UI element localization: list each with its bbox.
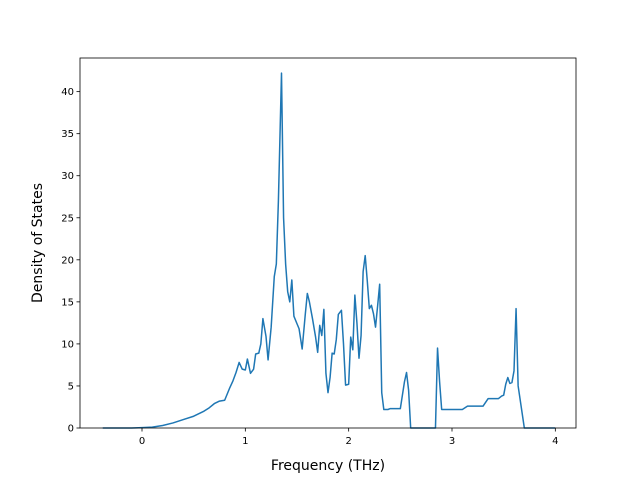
plot-area-frame	[79, 57, 577, 429]
x-tick-label: 4	[552, 436, 558, 447]
y-tick-label: 5	[68, 381, 74, 392]
y-axis-label: Density of States	[30, 183, 46, 303]
y-tick-label: 30	[61, 171, 74, 182]
x-axis-ticks: 0 1 2 3 4	[139, 428, 559, 447]
x-tick-label: 1	[242, 436, 248, 447]
y-axis-ticks: 0 5 10 15 20 25 30 35 40	[61, 87, 80, 435]
y-tick-label: 35	[61, 129, 74, 140]
dos-series-line	[102, 72, 556, 429]
y-tick-label: 40	[61, 87, 74, 98]
y-tick-label: 25	[61, 213, 74, 224]
y-tick-label: 0	[68, 424, 74, 435]
y-tick-label: 20	[61, 255, 74, 266]
x-tick-label: 0	[139, 436, 145, 447]
y-tick-label: 10	[61, 339, 74, 350]
y-tick-label: 15	[61, 297, 74, 308]
x-tick-label: 2	[345, 436, 351, 447]
x-axis-label: Frequency (THz)	[271, 458, 385, 474]
x-tick-label: 3	[449, 436, 455, 447]
